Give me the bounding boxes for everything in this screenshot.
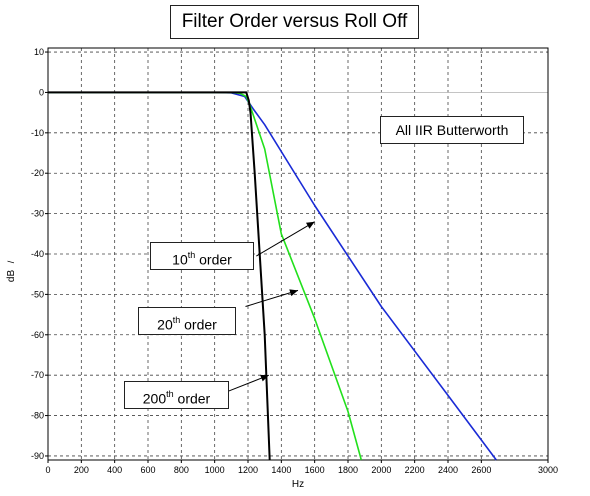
y-axis-label-group: / dB xyxy=(6,260,17,282)
y-tick-label: -10 xyxy=(31,128,44,138)
order-word: order xyxy=(173,390,211,407)
x-tick-label: 2400 xyxy=(438,465,458,475)
order-number: 20 xyxy=(157,316,173,333)
order-suffix: th xyxy=(187,250,196,260)
order-suffix: th xyxy=(166,389,174,399)
chart-title: Filter Order versus Roll Off xyxy=(170,5,419,39)
arrow-head-20th-order xyxy=(289,289,298,297)
x-tick-label: 2200 xyxy=(405,465,425,475)
series-label-10th-order: 10th order xyxy=(150,242,254,270)
series-label-20th-order: 20th order xyxy=(138,307,236,335)
y-tick-label: -80 xyxy=(31,411,44,421)
arrow-head-10th-order xyxy=(306,221,315,229)
y-tick-label: 10 xyxy=(34,47,44,57)
x-tick-label: 1800 xyxy=(338,465,358,475)
arrow-head-200th-order xyxy=(260,374,269,382)
x-tick-label: 1000 xyxy=(205,465,225,475)
x-tick-label: 600 xyxy=(140,465,155,475)
order-number: 200 xyxy=(142,390,167,407)
series-lines xyxy=(48,91,497,461)
y-tick-label: -20 xyxy=(31,168,44,178)
y-axis-label: dB xyxy=(6,270,17,283)
x-tick-label: 1200 xyxy=(238,465,258,475)
x-tick-label: 200 xyxy=(74,465,89,475)
x-tick-label: 800 xyxy=(174,465,189,475)
x-tick-label: 2000 xyxy=(371,465,391,475)
x-tick-label: 2600 xyxy=(471,465,491,475)
y-tick-label: -70 xyxy=(31,370,44,380)
y-tick-label: -30 xyxy=(31,209,44,219)
arrow-line-10th-order xyxy=(256,221,315,257)
order-word: order xyxy=(180,316,217,333)
order-suffix: th xyxy=(172,315,181,325)
series-line-200th-order xyxy=(48,91,271,461)
series-label-200th-order: 200th order xyxy=(124,381,229,409)
x-tick-label: 0 xyxy=(45,465,50,475)
grid-lines xyxy=(48,48,548,460)
y-tick-label: -60 xyxy=(31,330,44,340)
x-axis-label: Hz xyxy=(292,479,304,490)
arrow-line-20th-order xyxy=(245,289,299,307)
y-axis-label-prefix: / xyxy=(6,260,16,263)
axis-ticks: 0 200 400 600 800 1000 1200 1400 1600 1800 2000 220… xyxy=(31,47,558,475)
annotation-box: All IIR Butterworth xyxy=(380,116,524,144)
annotation-arrows xyxy=(227,221,315,392)
x-tick-label: 3000 xyxy=(538,465,558,475)
x-tick-label: 1600 xyxy=(305,465,325,475)
order-number: 10 xyxy=(172,251,188,268)
y-tick-label: 0 xyxy=(39,87,44,97)
y-tick-label: -90 xyxy=(31,451,44,461)
x-tick-label: 1400 xyxy=(271,465,291,475)
x-tick-label: 400 xyxy=(107,465,122,475)
y-tick-label: -40 xyxy=(31,249,44,259)
order-word: order xyxy=(195,251,232,268)
y-tick-label: -50 xyxy=(31,289,44,299)
